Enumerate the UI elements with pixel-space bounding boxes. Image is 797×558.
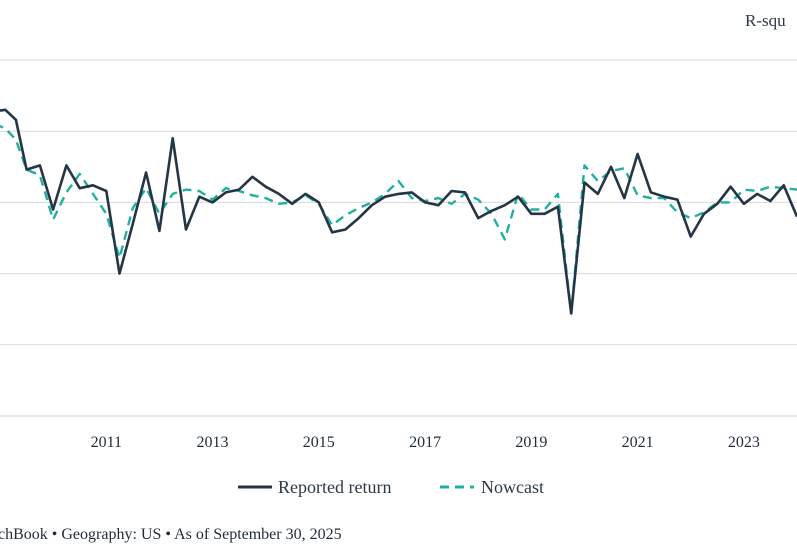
legend-label-nowcast: Nowcast	[481, 477, 544, 497]
series-line-nowcast	[0, 124, 797, 315]
legend: Reported return Nowcast	[238, 477, 544, 497]
source-note: chBook • Geography: US • As of September…	[0, 526, 342, 543]
x-tick-label: 2019	[515, 434, 547, 451]
series-line-reported	[0, 108, 797, 315]
x-tick-label: 2021	[622, 434, 654, 451]
r-squared-label: R-squ	[745, 11, 786, 30]
x-axis-ticks: 2011 2013 2015 2017 2019 2021 2023	[91, 434, 760, 451]
x-tick-label: 2011	[91, 434, 122, 451]
gridlines	[0, 59, 797, 417]
x-tick-label: 2013	[197, 434, 229, 451]
legend-item-reported[interactable]: Reported return	[238, 477, 391, 497]
x-tick-label: 2017	[409, 434, 441, 451]
x-tick-label: 2015	[303, 434, 335, 451]
legend-label-reported: Reported return	[278, 477, 391, 497]
series-layer	[0, 108, 797, 315]
x-tick-label: 2023	[728, 434, 760, 451]
legend-item-nowcast[interactable]: Nowcast	[440, 477, 544, 497]
